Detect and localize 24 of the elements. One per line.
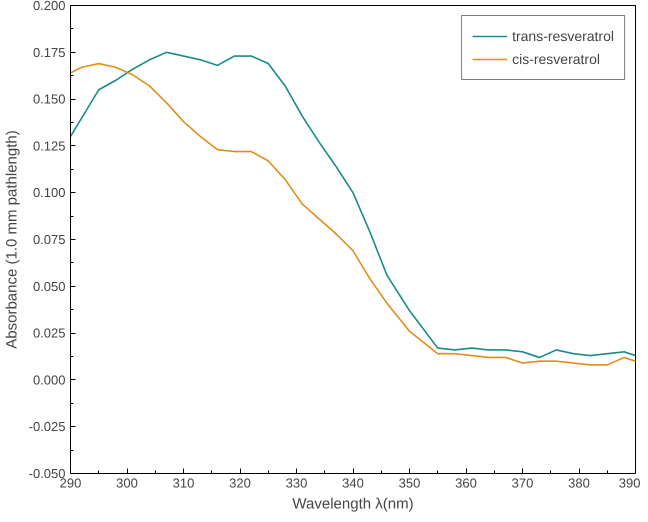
legend-label: trans-resveratrol [512,28,614,44]
x-tick-label: 330 [286,476,308,490]
x-tick-label: 310 [172,476,194,490]
x-tick-label: 360 [455,476,477,490]
x-tick-label: 300 [116,476,138,490]
x-tick-label: 340 [342,476,364,490]
y-tick-label: 0.175 [32,44,66,60]
x-axis-title: Wavelength λ(nm) [292,496,414,512]
y-tick-label: 0.200 [32,0,66,13]
y-tick-label: -0.025 [28,419,66,434]
y-tick-label: 0.050 [32,278,66,294]
y-tick-label: 0.100 [32,185,66,200]
x-tick-label: 380 [568,476,590,490]
y-tick-label: 0.125 [32,138,66,154]
y-tick-label: 0.025 [32,326,66,341]
x-tick-label: 320 [229,476,251,490]
y-tick-label: 0.075 [32,232,66,247]
legend-label: cis-resveratrol [512,51,600,67]
x-tick-label: 370 [512,476,534,490]
y-tick-label: 0.150 [32,92,66,107]
x-tick-label: 390 [618,476,641,490]
y-axis-title: Absorbance (1.0 mm pathlength) [4,130,21,349]
x-tick-label: 350 [398,476,420,490]
y-tick-label: 0.000 [32,372,66,388]
